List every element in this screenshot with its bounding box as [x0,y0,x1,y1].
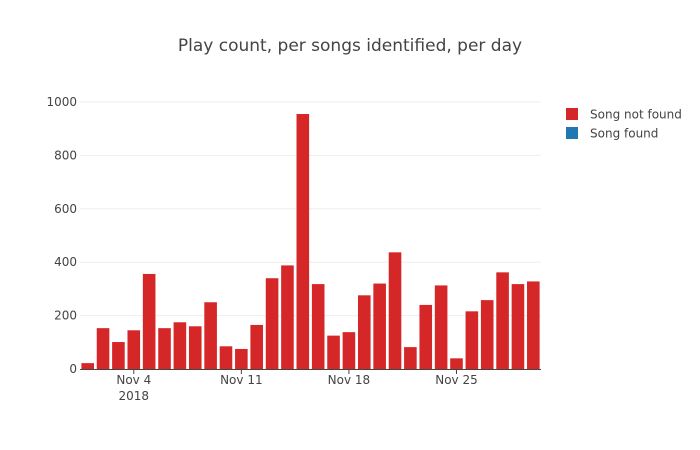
bar-song-not-found-2018-11-09[interactable] [204,302,217,369]
y-tick-label: 600 [54,202,77,216]
bar-song-not-found-2018-11-03[interactable] [112,342,125,369]
legend-item-song-found[interactable]: Song found [566,127,658,141]
bar-song-not-found-2018-11-08[interactable] [188,326,202,369]
bar-song-not-found-2018-11-04[interactable] [127,330,141,369]
bar-song-not-found-2018-11-11[interactable] [235,348,248,369]
bar-song-not-found-2018-11-20[interactable] [373,283,386,369]
legend-label: Song not found [590,108,682,122]
legend-swatch [566,108,578,120]
bar-song-not-found-2018-11-13[interactable] [265,278,279,369]
y-tick-label: 0 [69,362,77,376]
bar-song-not-found-2018-11-02[interactable] [96,328,110,369]
y-tick-label: 200 [54,309,77,323]
bar-song-not-found-2018-11-23[interactable] [419,304,433,369]
x-tick-label: Nov 25 [435,373,478,387]
bar-song-not-found-2018-11-14[interactable] [281,265,294,369]
bar-song-not-found-2018-11-27[interactable] [480,300,494,369]
legend[interactable]: Song not found Song found [566,108,682,141]
x-tick-sublabel: 2018 [119,389,150,403]
bar-song-not-found-2018-11-29[interactable] [511,284,525,369]
bar-song-not-found-2018-11-24[interactable] [434,285,448,369]
bar-song-not-found-2018-11-07[interactable] [173,322,187,369]
axes: 0 200 400 600 800 1000 Nov 4 2018 Nov 11 Nov 18 No… [46,95,541,403]
y-tick-label: 1000 [46,95,77,109]
y-tick-label: 400 [54,255,77,269]
y-tick-label: 800 [54,148,77,162]
bar-song-not-found-2018-11-05[interactable] [142,273,156,369]
x-tick-label: Nov 18 [328,373,371,387]
legend-label: Song found [590,127,658,141]
bar-song-not-found-2018-11-19[interactable] [357,295,371,369]
bar-song-not-found-2018-11-18[interactable] [342,332,356,369]
bar-song-not-found-2018-11-17[interactable] [327,335,340,369]
bars [81,114,540,369]
legend-item-song-not-found[interactable]: Song not found [566,108,682,122]
grid-lines [80,101,541,317]
bar-song-not-found-2018-11-15[interactable] [296,114,310,369]
bar-song-not-found-2018-11-12[interactable] [250,324,264,369]
bar-song-not-found-2018-11-01[interactable] [81,363,94,369]
x-tick-label: Nov 11 [220,373,263,387]
bar-song-not-found-2018-11-10[interactable] [219,346,233,369]
bar-song-not-found-2018-11-21[interactable] [388,252,402,369]
bar-song-not-found-2018-11-30[interactable] [527,281,540,369]
bar-song-not-found-2018-11-26[interactable] [465,311,479,369]
bar-song-not-found-2018-11-28[interactable] [496,272,509,369]
bar-song-not-found-2018-11-16[interactable] [311,284,325,369]
chart-title: Play count, per songs identified, per da… [178,36,522,56]
bar-song-not-found-2018-11-06[interactable] [158,328,171,369]
x-tick-label: Nov 4 [116,373,151,387]
bar-song-not-found-2018-11-25[interactable] [450,358,463,369]
legend-swatch [566,127,578,139]
bar-song-not-found-2018-11-22[interactable] [404,347,417,369]
